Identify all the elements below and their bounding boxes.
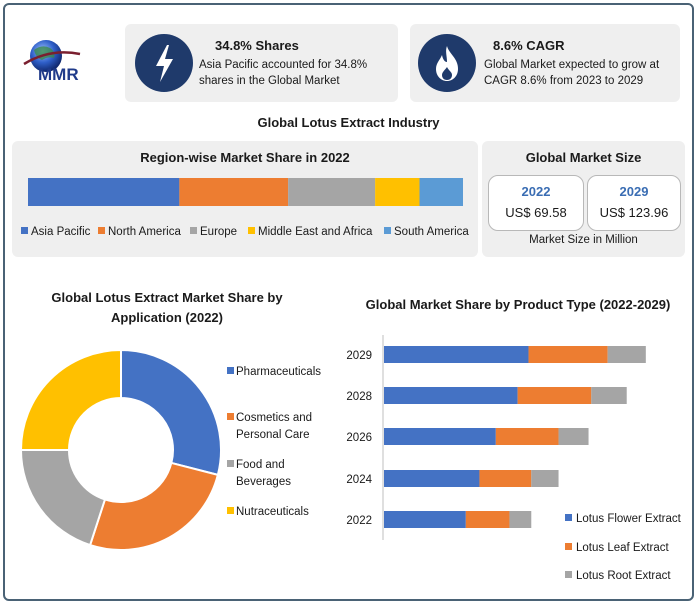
logo-text: MMR [38, 65, 79, 84]
market-size-value: US$ 123.96 [599, 205, 669, 220]
legend-label: Cosmetics and Personal Care [236, 412, 312, 441]
region-bar-segment [179, 178, 289, 206]
legend-label-line: Personal Care [236, 429, 310, 441]
product-bar-segment [384, 346, 529, 363]
product-bar-segment [384, 511, 466, 528]
market-size-value: US$ 69.58 [505, 205, 567, 220]
y-tick-label: 2024 [346, 474, 372, 486]
legend-swatch [227, 507, 234, 514]
legend-label: Middle East and Africa [258, 226, 373, 238]
legend-swatch [98, 227, 105, 234]
market-size-year: 2022 [521, 184, 551, 199]
product-bar-segment [591, 387, 627, 404]
globe-logo-icon: MMR [23, 40, 81, 84]
region-bar-segment [419, 178, 463, 206]
product-bar-segment [607, 346, 646, 363]
legend-swatch [565, 571, 572, 578]
product-bar-segment [384, 428, 496, 445]
stat-line: Asia Pacific accounted for 34.8% [199, 59, 368, 71]
stat-line: CAGR 8.6% from 2023 to 2029 [484, 75, 644, 87]
stat-line: shares in the Global Market [199, 75, 340, 87]
product-bar-segment [531, 470, 559, 487]
market-size-title: Global Market Size [525, 150, 642, 165]
region-stacked-bar-chart: Asia Pacific North America Europe Middle Ea… [21, 178, 469, 238]
stat-description: Global Market expected to grow at CAGR 8… [484, 57, 659, 89]
legend-label-line: Beverages [236, 476, 291, 488]
product-bar-segment [384, 470, 480, 487]
product-bar-segment [479, 470, 532, 487]
product-bar-segment [465, 511, 510, 528]
legend-label: Asia Pacific [31, 226, 91, 238]
region-bar-segment [375, 178, 420, 206]
stat-card-shares: 34.8% Shares Asia Pacific accounted for … [125, 24, 398, 102]
market-size-caption: Market Size in Million [529, 234, 638, 246]
legend-label: Lotus Root Extract [576, 570, 671, 582]
legend-swatch [21, 227, 28, 234]
y-tick-label: 2026 [346, 432, 372, 444]
legend-label: South America [394, 226, 469, 238]
legend-swatch [190, 227, 197, 234]
legend-label: Nutraceuticals [236, 506, 309, 518]
region-bar-segment [28, 178, 180, 206]
legend-swatch [565, 543, 572, 550]
market-size-box-2029: 2029 US$ 123.96 [587, 175, 681, 231]
mmr-logo: MMR [20, 34, 120, 92]
donut-slice [88, 461, 220, 551]
legend-swatch [384, 227, 391, 234]
market-size-year: 2029 [619, 184, 649, 199]
y-tick-label: 2028 [346, 391, 372, 403]
legend-label-line: Food and [236, 459, 285, 471]
stat-card-cagr: 8.6% CAGR Global Market expected to grow… [410, 24, 680, 102]
legend-swatch [227, 413, 234, 420]
donut-slice [120, 348, 222, 477]
legend-label: Food and Beverages [236, 459, 291, 488]
main-title: Global Lotus Extract Industry [257, 115, 440, 130]
product-bar-segment [558, 428, 589, 445]
flame-icon [418, 34, 476, 92]
product-bar-segment [528, 346, 608, 363]
product-chart-title: Global Market Share by Product Type (202… [365, 297, 671, 312]
donut-slice [19, 348, 122, 451]
legend-label: North America [108, 226, 181, 238]
stat-line: Global Market expected to grow at [484, 59, 660, 71]
legend-label-line: Pharmaceuticals [236, 366, 321, 378]
market-size-box-2022: 2022 US$ 69.58 [488, 175, 584, 231]
stat-title: 34.8% Shares [215, 38, 299, 53]
product-type-bar-chart: 2029 2028 2026 2024 2022 Lotus Flower Extract… [346, 335, 682, 582]
product-bar-segment [384, 387, 518, 404]
legend-swatch [565, 514, 572, 521]
product-bar-segment [517, 387, 592, 404]
stat-title: 8.6% CAGR [493, 38, 565, 53]
infographic-frame [3, 3, 694, 601]
product-bar-segment [509, 511, 532, 528]
region-bar-segment [288, 178, 376, 206]
lightning-icon [135, 34, 193, 92]
legend-label: Lotus Flower Extract [576, 513, 682, 525]
y-tick-label: 2029 [346, 350, 372, 362]
stat-description: Asia Pacific accounted for 34.8% shares … [199, 57, 367, 89]
donut-slice [19, 449, 107, 547]
product-bar-segment [495, 428, 559, 445]
legend-swatch [227, 367, 234, 374]
legend-swatch [248, 227, 255, 234]
legend-label: Lotus Leaf Extract [576, 542, 669, 554]
application-donut-chart: Pharmaceuticals Cosmetics and Personal Car… [19, 348, 321, 551]
y-tick-label: 2022 [346, 515, 372, 527]
application-chart-title: Global Lotus Extract Market Share by App… [51, 290, 283, 325]
legend-swatch [227, 460, 234, 467]
legend-label: Pharmaceuticals [236, 366, 321, 378]
region-chart-title: Region-wise Market Share in 2022 [140, 150, 350, 165]
legend-label-line: Cosmetics and [236, 412, 312, 424]
legend-label: Europe [200, 226, 237, 238]
legend-label-line: Nutraceuticals [236, 506, 309, 518]
